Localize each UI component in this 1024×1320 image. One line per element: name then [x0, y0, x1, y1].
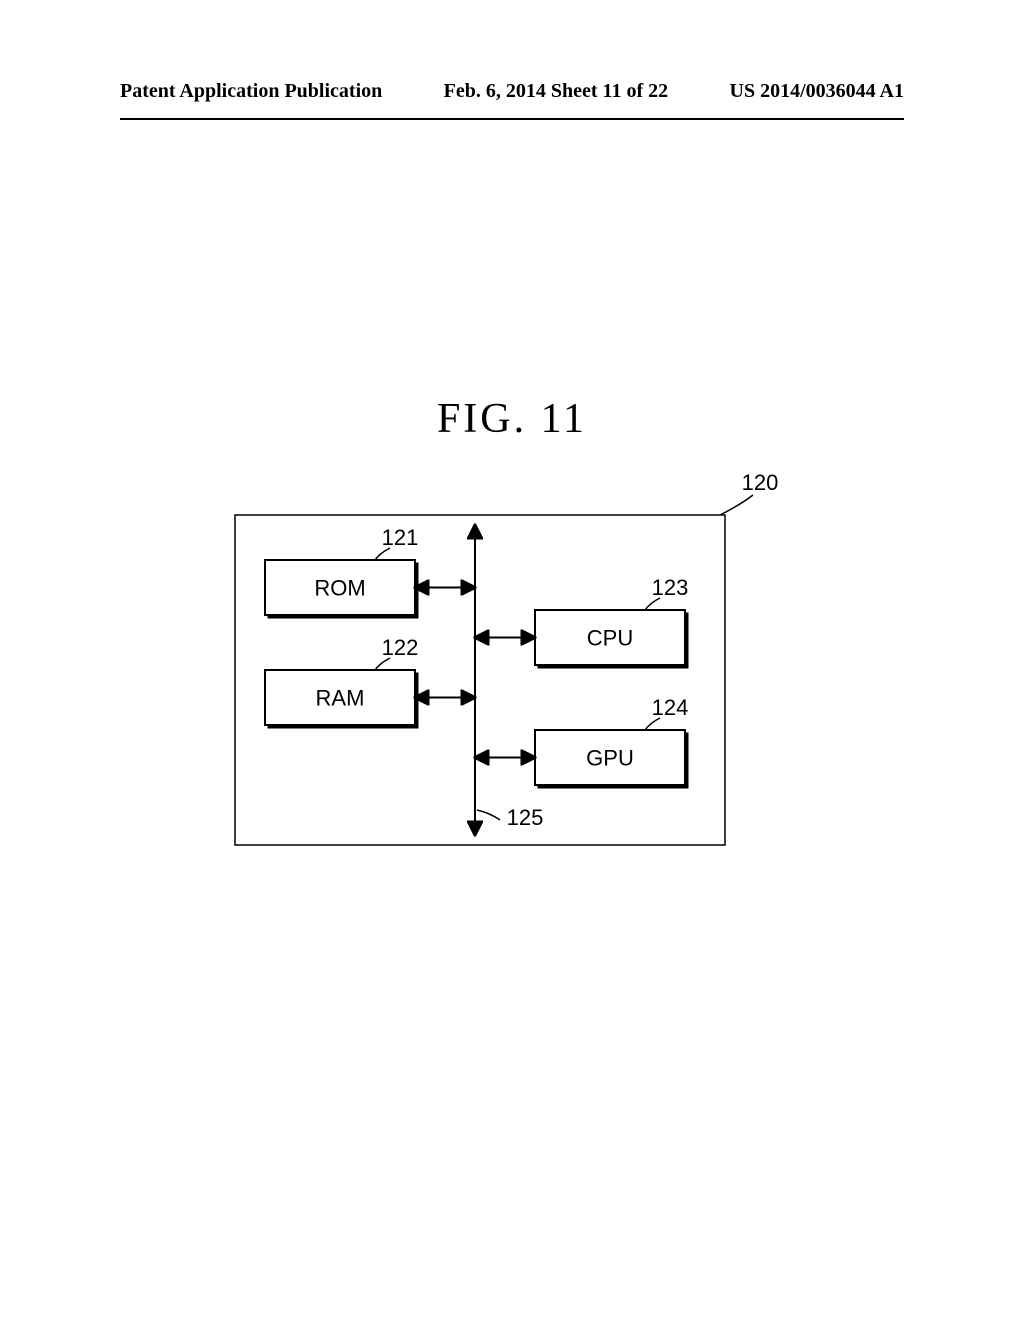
ref-gpu: 124 [652, 695, 689, 720]
header-right: US 2014/0036044 A1 [730, 80, 904, 103]
label-ram: RAM [316, 686, 365, 711]
ref-rom: 121 [382, 525, 419, 550]
ref-ram: 122 [382, 635, 419, 660]
block-diagram: 120 125 ROM 121 RAM 122 CPU 123 GPU 124 [225, 470, 800, 905]
header-left: Patent Application Publication [120, 80, 382, 103]
ref-bus: 125 [507, 805, 544, 830]
label-rom: ROM [314, 576, 365, 601]
leader-outer [720, 495, 753, 515]
header-center: Feb. 6, 2014 Sheet 11 of 22 [444, 80, 668, 103]
ref-cpu: 123 [652, 575, 689, 600]
leader-bus [477, 810, 500, 820]
label-gpu: GPU [586, 746, 634, 771]
ref-outer: 120 [742, 470, 779, 495]
header-rule [120, 118, 904, 120]
page-header: Patent Application Publication Feb. 6, 2… [0, 80, 1024, 103]
label-cpu: CPU [587, 626, 633, 651]
figure-title: FIG. 11 [0, 395, 1024, 443]
